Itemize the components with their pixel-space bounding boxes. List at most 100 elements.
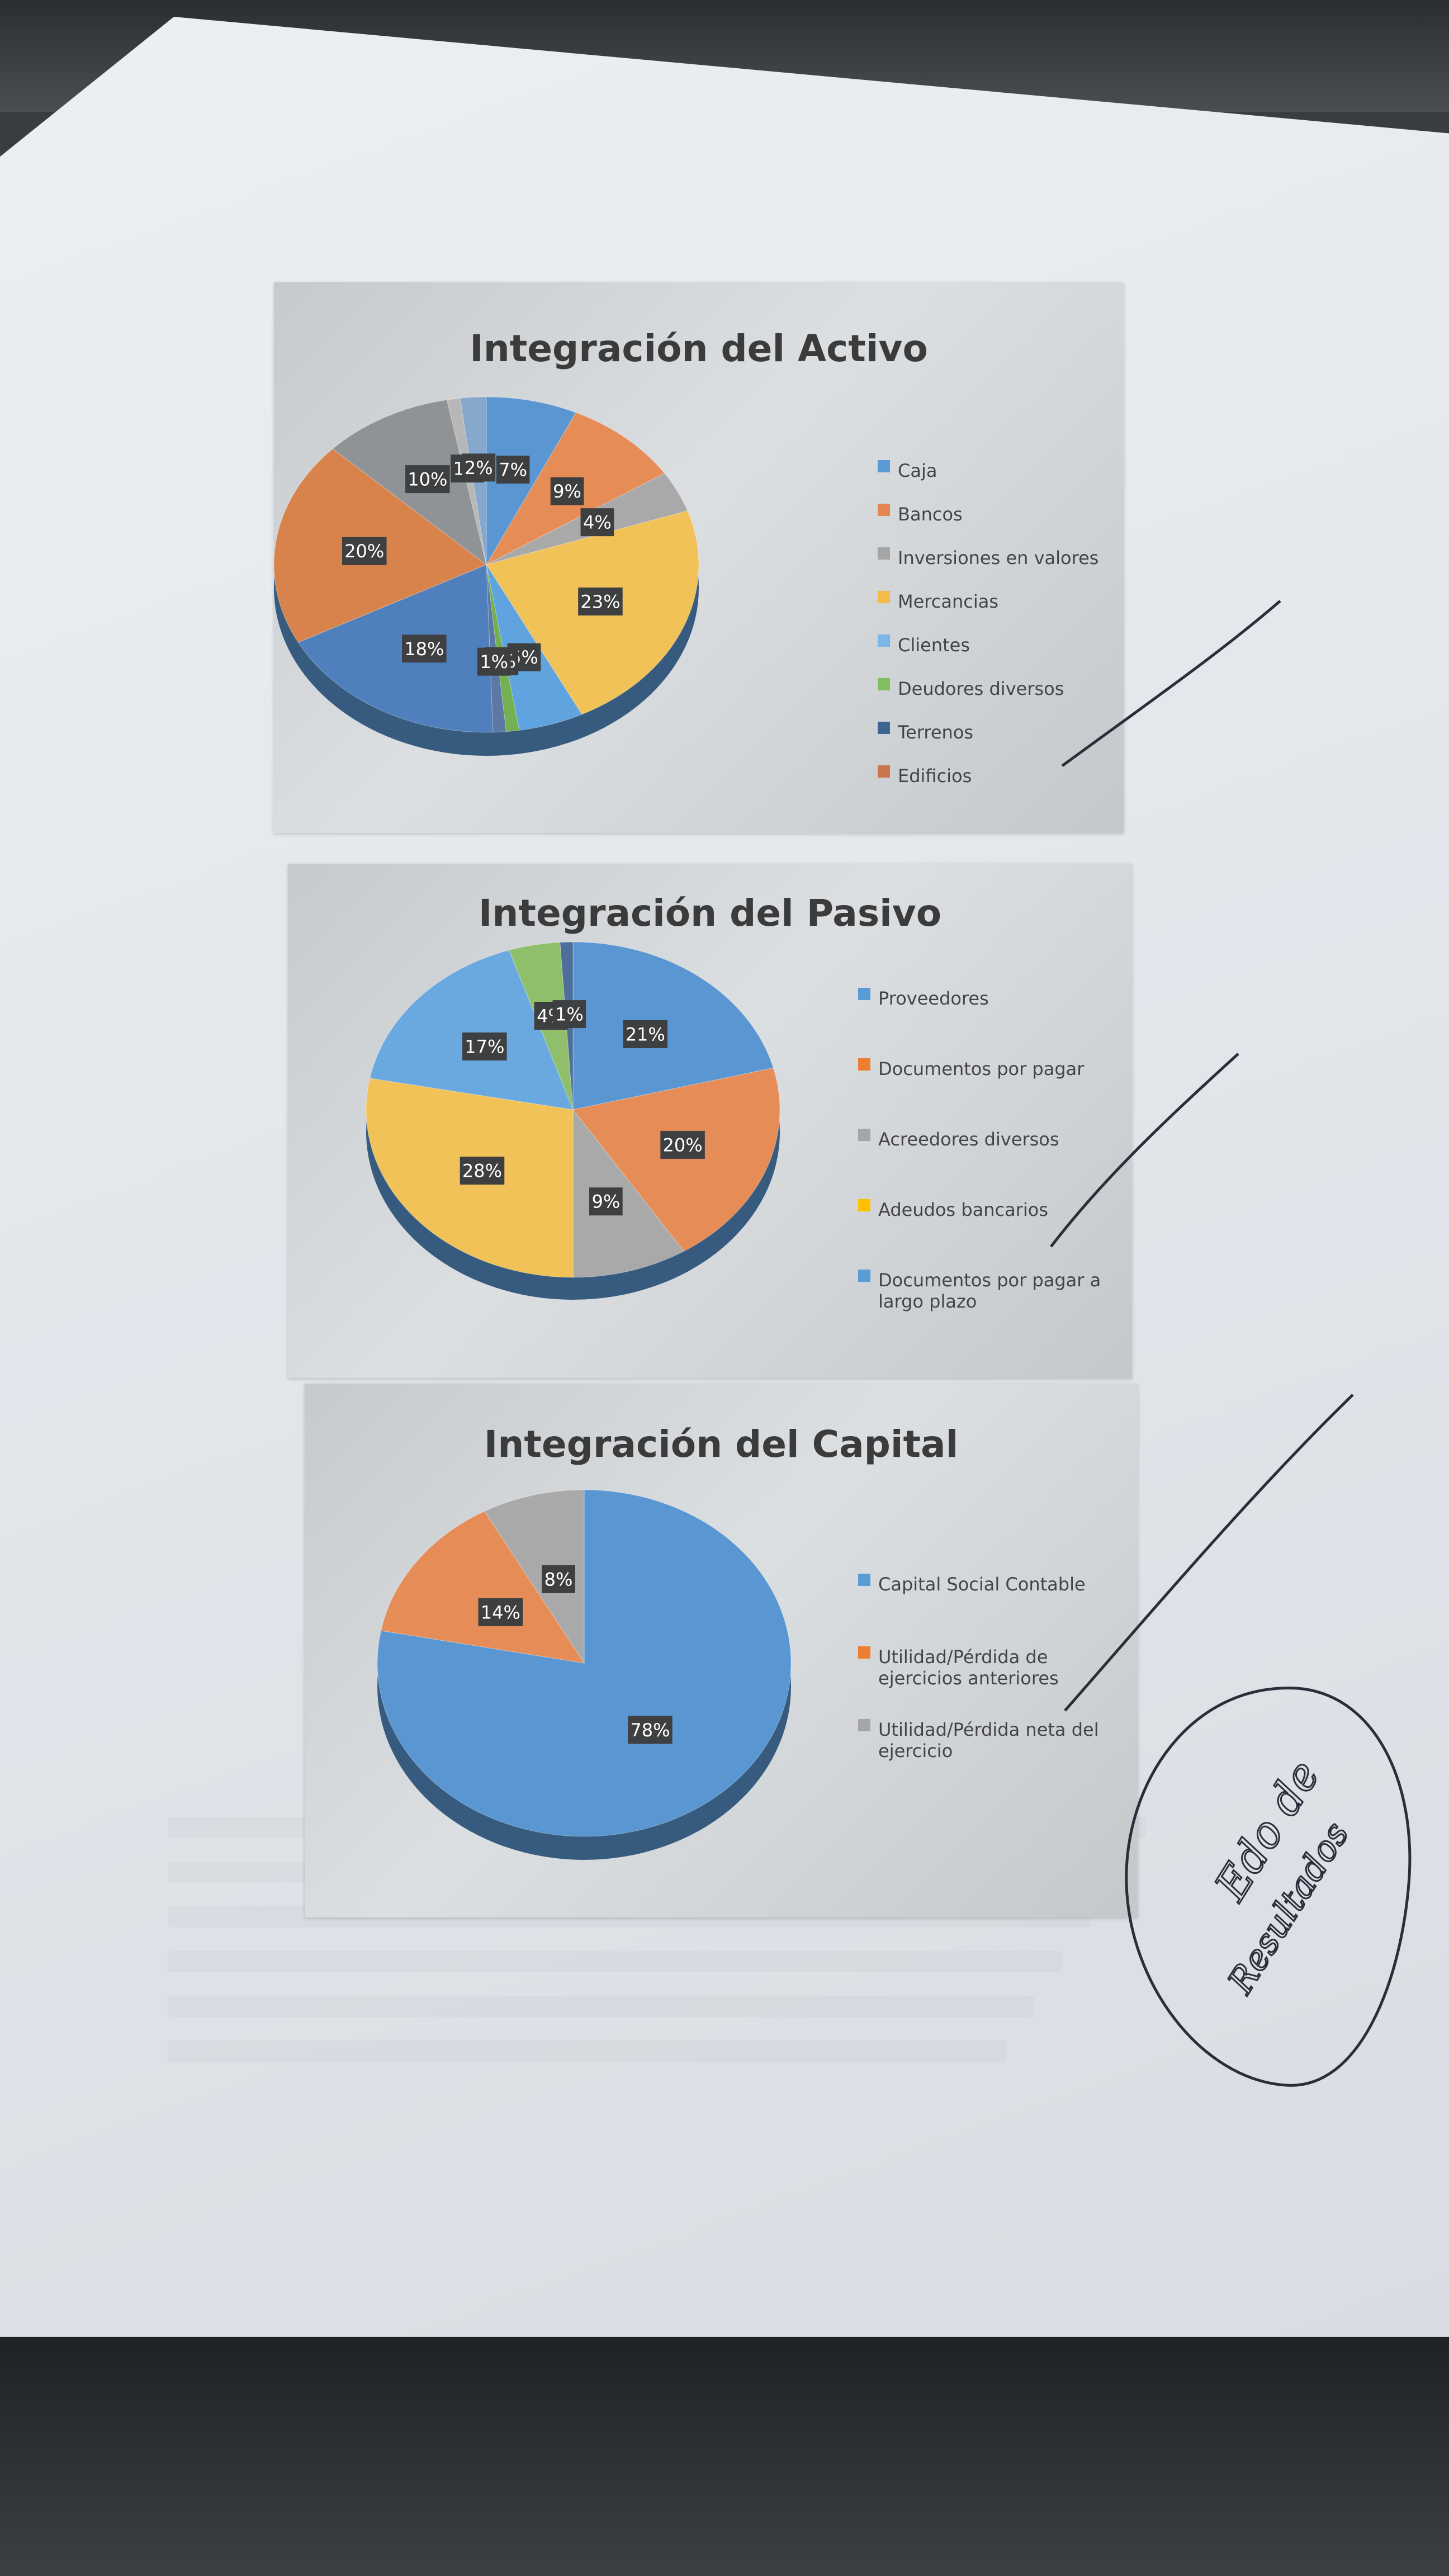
chart-activo: Integración del Activo 7%9%4%23%5%1%1%18…	[274, 282, 1124, 833]
pie-chart-svg: 78% 14% 8%	[377, 1489, 792, 1860]
legend-swatch	[878, 547, 890, 560]
legend-label: Utilidad/Pérdida de ejercicios anteriore…	[878, 1646, 1059, 1689]
legend-swatch	[858, 1129, 870, 1141]
data-label-box	[550, 477, 584, 505]
data-label-box	[552, 1000, 586, 1029]
chart-legend: Capital Social Contable Utilidad/Pérdida…	[858, 1574, 1126, 1792]
data-label-text: 17%	[465, 1036, 504, 1057]
data-label-box	[478, 1598, 523, 1626]
legend-swatch	[878, 678, 890, 690]
legend-swatch	[878, 591, 890, 603]
pie-slice	[572, 1067, 780, 1252]
data-label: 20%	[342, 537, 387, 565]
pie-slice	[572, 941, 774, 1110]
data-label: 21%	[623, 1020, 668, 1048]
data-label-box	[542, 1565, 575, 1593]
legend-label: Utilidad/Pérdida neta del ejercicio	[878, 1719, 1099, 1762]
legend-swatch	[878, 765, 890, 778]
data-label-box	[462, 453, 496, 482]
legend-label: Proveedores	[878, 988, 989, 1009]
data-label-box	[623, 1020, 668, 1048]
data-label-text: 8%	[544, 1569, 573, 1590]
legend-label: Mercancias	[898, 591, 998, 612]
data-label: 7%	[496, 456, 530, 484]
pie-slice	[369, 950, 574, 1110]
legend-item: Caja	[878, 460, 1098, 504]
legend-swatch	[878, 504, 890, 516]
legend-item: Inversiones en valores	[878, 547, 1098, 591]
data-label-box	[628, 1716, 673, 1744]
data-label: 1%	[552, 1000, 586, 1029]
legend-item: Bancos	[878, 504, 1098, 547]
pie-slice	[484, 1489, 585, 1664]
legend-item: Utilidad/Pérdida de ejercicios anteriore…	[858, 1646, 1126, 1719]
legend-swatch	[858, 1058, 870, 1071]
chart-title: Integración del Activo	[470, 327, 928, 370]
chart-legend: Proveedores Documentos por pagar Acreedo…	[858, 988, 1121, 1340]
legend-label: Edificios	[898, 765, 972, 787]
legend-swatch	[858, 1270, 870, 1282]
data-label-text: 9%	[591, 1191, 620, 1213]
legend-swatch	[858, 1646, 870, 1659]
data-label-box	[402, 634, 447, 663]
legend-label: Acreedores diversos	[878, 1129, 1059, 1150]
data-label: 23%	[578, 587, 623, 615]
chart-legend: Caja Bancos Inversiones en valores Merca…	[878, 460, 1098, 809]
pie-chart-svg: 21%20%9%28%17%4%1%	[366, 941, 780, 1300]
pie-slice	[572, 1109, 685, 1278]
data-label-text: 14%	[481, 1602, 520, 1623]
data-label: 2%	[462, 453, 496, 482]
legend-swatch	[858, 988, 870, 1000]
data-label: 78%	[628, 1716, 673, 1744]
background-bottom	[0, 2337, 1449, 2576]
data-label-box	[477, 647, 511, 676]
data-label: 10%	[405, 465, 450, 494]
legend-swatch	[878, 634, 890, 647]
data-label-text: 20%	[344, 541, 384, 562]
legend-label: Deudores diversos	[898, 678, 1064, 699]
chart-title: Integración del Capital	[484, 1423, 959, 1466]
data-label-text: 1%	[480, 651, 508, 673]
legend-label: Caja	[898, 460, 937, 481]
data-label-box	[589, 1187, 623, 1216]
legend-item: Proveedores	[858, 988, 1121, 1058]
legend-item: Utilidad/Pérdida neta del ejercicio	[858, 1719, 1126, 1792]
legend-item: Capital Social Contable	[858, 1574, 1126, 1646]
legend-label: Terrenos	[898, 722, 974, 743]
data-label-text: 21%	[626, 1024, 665, 1045]
data-label-box	[660, 1130, 705, 1159]
data-label-text: 7%	[499, 460, 527, 481]
chart-pasivo: Integración del Pasivo 21% 20% 9% 28% 17% 4% 1…	[288, 864, 1132, 1378]
legend-item: Mercancias	[878, 591, 1098, 634]
pen-stroke	[1064, 1394, 1354, 1712]
legend-swatch	[858, 1574, 870, 1586]
legend-item: Clientes	[878, 634, 1098, 678]
data-label-text: 9%	[553, 481, 581, 502]
data-label: 18%	[402, 634, 447, 663]
legend-item: Documentos por pagar	[858, 1058, 1121, 1129]
pie-slice	[486, 396, 577, 566]
handwritten-annotation: Edo de Resultados	[1125, 1687, 1412, 2087]
data-label-box	[462, 1032, 507, 1060]
data-label-text: 18%	[404, 638, 444, 660]
legend-swatch	[858, 1719, 870, 1731]
legend-item: Documentos por pagar a largo plazo	[858, 1270, 1121, 1340]
data-label: 9%	[550, 477, 584, 505]
legend-label: Clientes	[898, 634, 970, 656]
data-label-text: 2%	[465, 457, 493, 479]
data-label: 8%	[542, 1565, 575, 1593]
legend-label: Documentos por pagar a largo plazo	[878, 1270, 1101, 1313]
data-label-text: 20%	[663, 1134, 703, 1156]
pie-slice	[380, 1510, 585, 1664]
data-label-box	[580, 508, 614, 537]
data-label-box	[460, 1156, 505, 1185]
data-label-text: 1%	[555, 1004, 584, 1025]
annotation-circle	[1125, 1687, 1412, 2087]
data-label-box	[496, 456, 530, 484]
pie-slice	[377, 1489, 792, 1837]
legend-label: Inversiones en valores	[898, 547, 1099, 569]
data-label: 4%	[580, 508, 614, 537]
pie-chart-svg: 7%9%4%23%5%1%1%18%20%10%1%2%	[274, 396, 699, 756]
legend-item: Edificios	[878, 765, 1098, 809]
data-label-box	[578, 587, 623, 615]
